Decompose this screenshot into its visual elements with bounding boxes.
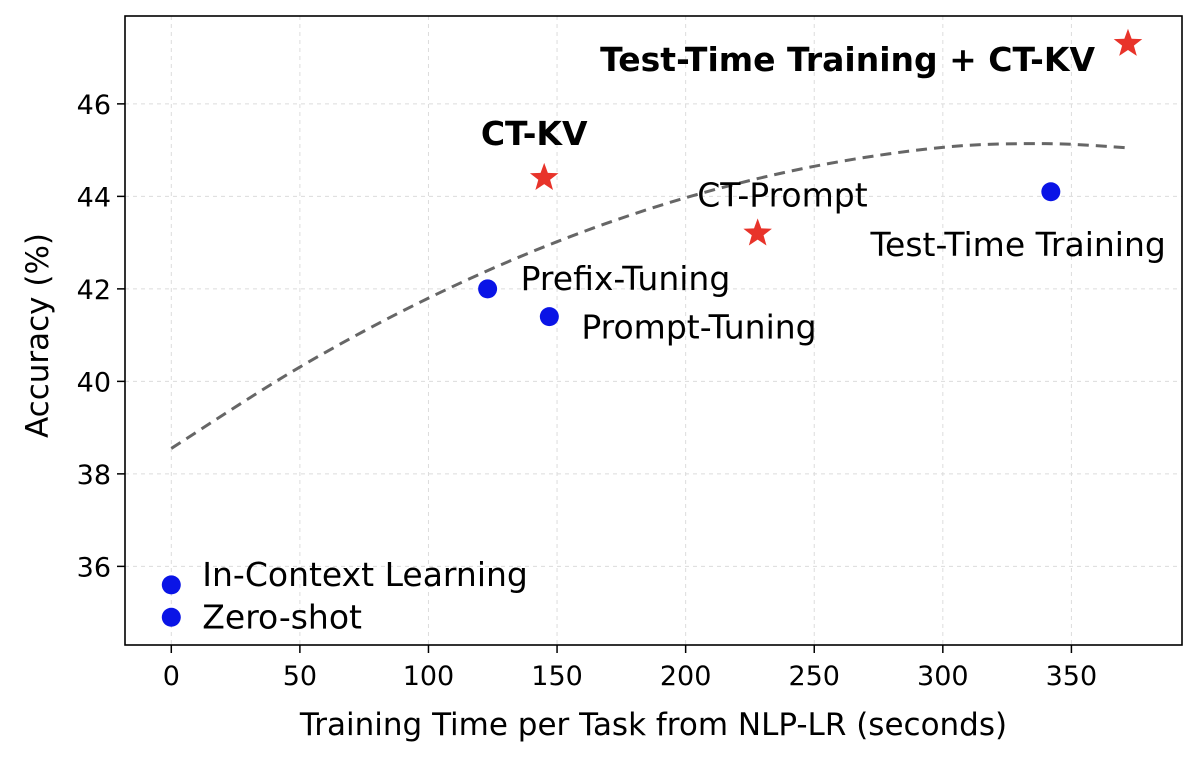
axis-ticks: 0 50 100 150 200 250 300 350 36 38 40 42 44 46 bbox=[77, 90, 1098, 692]
plot-area-frame bbox=[124, 15, 1183, 646]
point-label: CT-Prompt bbox=[697, 175, 868, 214]
grid-lines bbox=[125, 16, 1182, 645]
y-axis-label: Accuracy (%) bbox=[20, 233, 56, 438]
x-axis-label: Training Time per Task from NLP-LR (seco… bbox=[299, 707, 1007, 743]
point-label: Test-Time Training bbox=[870, 225, 1166, 264]
y-tick-label: 44 bbox=[77, 182, 111, 213]
x-tick-label: 100 bbox=[403, 661, 455, 692]
data-points bbox=[161, 28, 1143, 627]
star-marker bbox=[1113, 28, 1143, 56]
x-tick-label: 250 bbox=[788, 661, 840, 692]
star-marker bbox=[743, 218, 772, 246]
point-label: Test-Time Training + CT-KV bbox=[600, 40, 1095, 79]
star-marker bbox=[529, 162, 559, 191]
circle-marker bbox=[478, 279, 498, 299]
point-label: Zero-shot bbox=[202, 597, 362, 636]
x-tick-label: 0 bbox=[163, 661, 180, 692]
circle-marker bbox=[161, 575, 181, 595]
y-tick-label: 36 bbox=[77, 552, 111, 583]
y-tick-label: 46 bbox=[77, 90, 111, 121]
x-tick-label: 50 bbox=[283, 661, 317, 692]
trend-layer bbox=[170, 142, 1129, 450]
x-tick-label: 200 bbox=[660, 661, 712, 692]
y-tick-label: 42 bbox=[77, 275, 111, 306]
circle-marker bbox=[161, 607, 181, 627]
x-tick-label: 350 bbox=[1046, 661, 1098, 692]
point-label: CT-KV bbox=[481, 114, 588, 153]
x-tick-label: 300 bbox=[917, 661, 969, 692]
circle-marker bbox=[539, 307, 559, 327]
trend-line bbox=[170, 142, 1129, 450]
circle-marker bbox=[1041, 182, 1061, 202]
y-tick-label: 40 bbox=[77, 367, 111, 398]
x-tick-label: 150 bbox=[531, 661, 583, 692]
y-tick-label: 38 bbox=[77, 460, 111, 491]
point-label: In-Context Learning bbox=[202, 555, 528, 594]
point-label: Prompt-Tuning bbox=[581, 308, 816, 347]
point-label: Prefix-Tuning bbox=[521, 259, 731, 298]
